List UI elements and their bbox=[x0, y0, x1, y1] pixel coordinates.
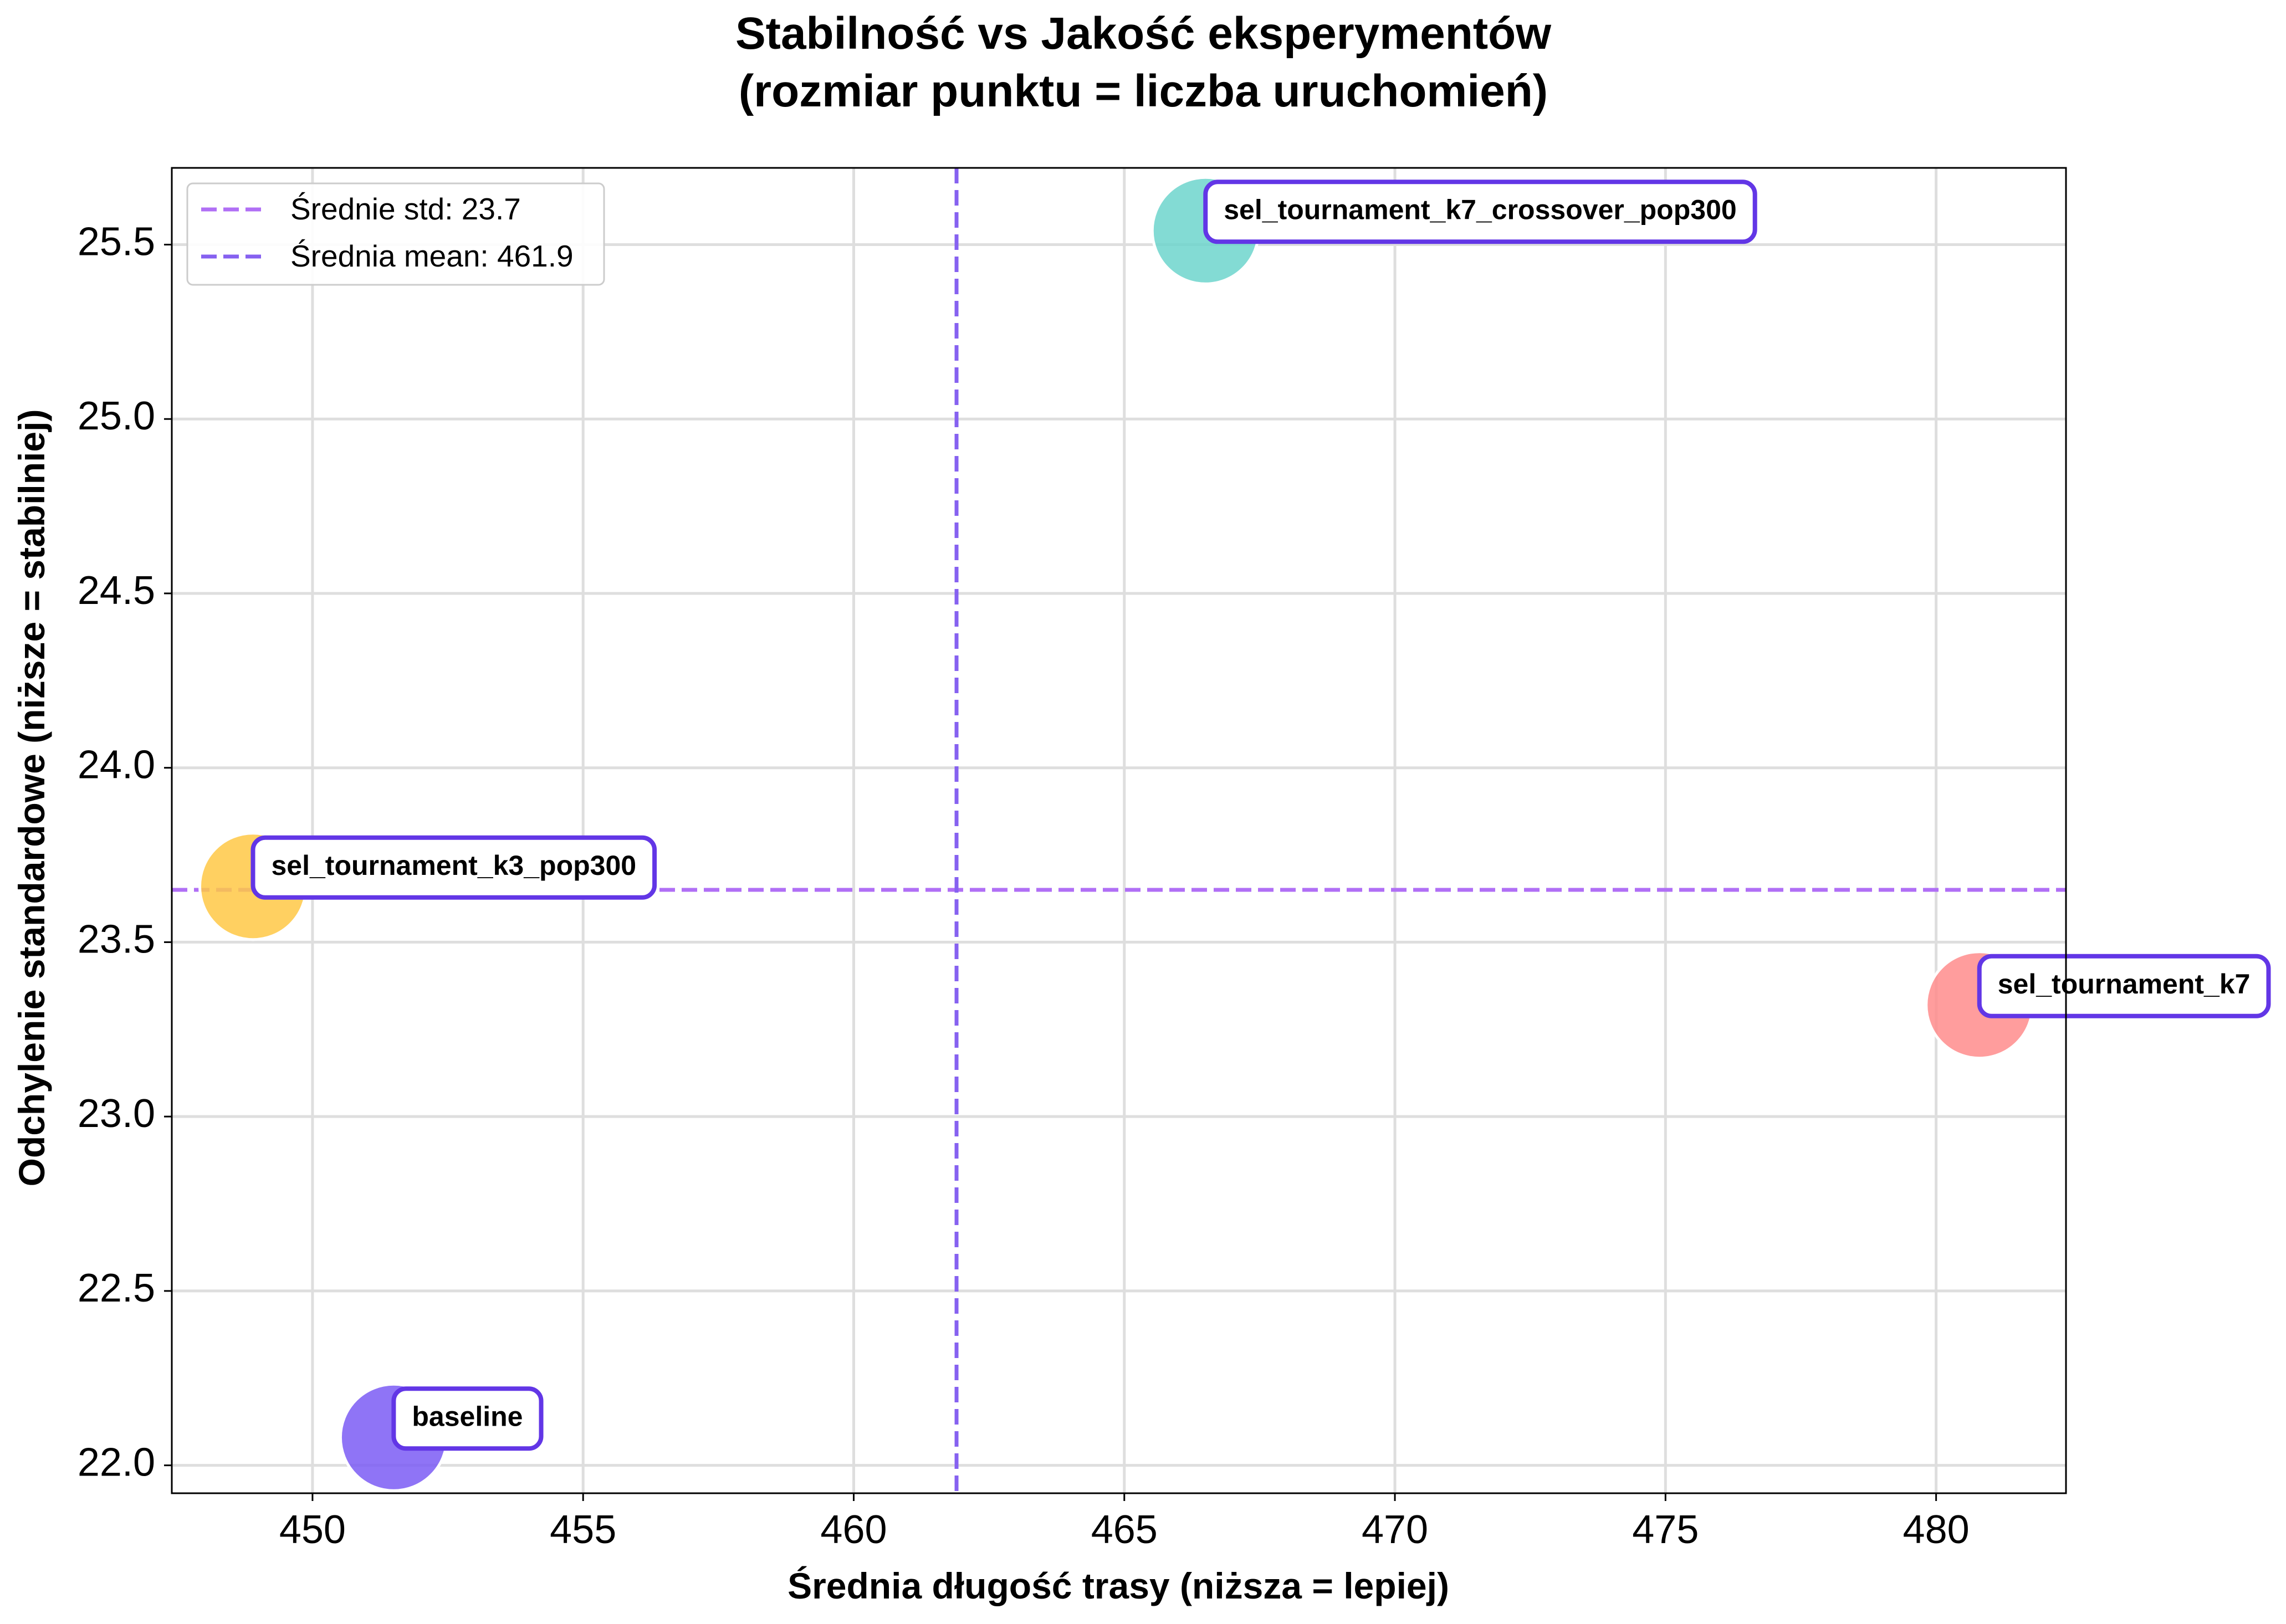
annotation-label: sel_tournament_k7_crossover_pop300 bbox=[1224, 194, 1736, 226]
y-tick-label: 25.5 bbox=[78, 219, 155, 264]
annotation-sel_tournament_k3_pop300: sel_tournament_k3_pop300 bbox=[253, 838, 654, 898]
annotation-sel_tournament_k7: sel_tournament_k7 bbox=[1980, 956, 2269, 1016]
legend-label-std: Średnie std: 23.7 bbox=[290, 192, 521, 226]
chart-title-line-1: Stabilność vs Jakość eksperymentów bbox=[735, 8, 1551, 59]
y-tick-label: 24.0 bbox=[78, 743, 155, 787]
y-tick-label: 22.5 bbox=[78, 1266, 155, 1310]
x-tick-label: 450 bbox=[279, 1508, 346, 1552]
x-tick-label: 480 bbox=[1903, 1508, 1970, 1552]
y-tick-label: 24.5 bbox=[78, 568, 155, 613]
legend-label-mean: Średnia mean: 461.9 bbox=[290, 239, 574, 273]
y-tick-label: 23.5 bbox=[78, 917, 155, 961]
chart-title-line-2: (rozmiar punktu = liczba uruchomień) bbox=[739, 66, 1548, 116]
y-tick-label: 23.0 bbox=[78, 1092, 155, 1136]
annotation-sel_tournament_k7_crossover_pop300: sel_tournament_k7_crossover_pop300 bbox=[1205, 182, 1755, 242]
x-tick-label: 475 bbox=[1632, 1508, 1699, 1552]
x-tick-label: 465 bbox=[1091, 1508, 1158, 1552]
x-tick-label: 470 bbox=[1362, 1508, 1428, 1552]
y-tick-label: 25.0 bbox=[78, 394, 155, 438]
y-tick-label: 22.0 bbox=[78, 1441, 155, 1485]
annotation-label: sel_tournament_k7 bbox=[1998, 969, 2251, 1000]
annotation-baseline: baseline bbox=[393, 1389, 541, 1448]
x-axis-label: Średnia długość trasy (niższa = lepiej) bbox=[787, 1565, 1449, 1606]
x-tick-label: 455 bbox=[550, 1508, 616, 1552]
x-tick-label: 460 bbox=[820, 1508, 887, 1552]
annotation-label: baseline bbox=[412, 1401, 523, 1432]
legend: Średnie std: 23.7 Średnia mean: 461.9 bbox=[187, 183, 604, 285]
y-axis-label: Odchylenie standardowe (niższe = stabiln… bbox=[11, 409, 52, 1187]
annotation-label: sel_tournament_k3_pop300 bbox=[271, 850, 636, 881]
